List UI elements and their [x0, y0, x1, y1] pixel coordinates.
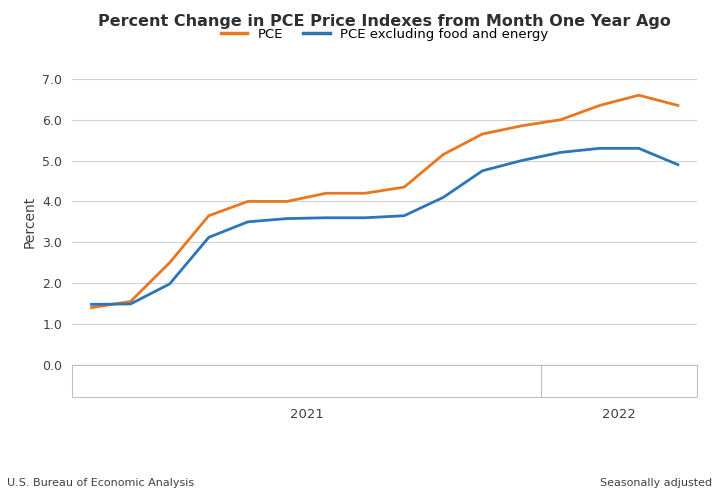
Text: Nov.: Nov. [471, 373, 494, 384]
Text: Aug.: Aug. [353, 373, 377, 384]
Text: Sep.: Sep. [393, 373, 416, 384]
Text: Feb.: Feb. [589, 373, 610, 384]
Text: Mar.: Mar. [628, 373, 650, 384]
Text: U.S. Bureau of Economic Analysis: U.S. Bureau of Economic Analysis [7, 478, 194, 488]
Text: Jun.: Jun. [277, 373, 297, 384]
Text: Seasonally adjusted: Seasonally adjusted [600, 478, 712, 488]
Text: Jan.: Jan. [82, 373, 101, 384]
Text: Oct.: Oct. [433, 373, 454, 384]
Text: Feb.: Feb. [120, 373, 142, 384]
Text: 2022: 2022 [603, 408, 636, 421]
Text: 2021: 2021 [290, 408, 324, 421]
Legend: PCE, PCE excluding food and energy: PCE, PCE excluding food and energy [216, 23, 554, 46]
Y-axis label: Percent: Percent [22, 196, 37, 248]
Text: Dec.: Dec. [510, 373, 533, 384]
Text: Apr.: Apr. [198, 373, 219, 384]
Text: Mar.: Mar. [159, 373, 180, 384]
Text: Jan.: Jan. [551, 373, 570, 384]
Title: Percent Change in PCE Price Indexes from Month One Year Ago: Percent Change in PCE Price Indexes from… [99, 14, 671, 29]
Text: May: May [237, 373, 259, 384]
Text: Apr.: Apr. [668, 373, 688, 384]
Text: Jul.: Jul. [318, 373, 334, 384]
